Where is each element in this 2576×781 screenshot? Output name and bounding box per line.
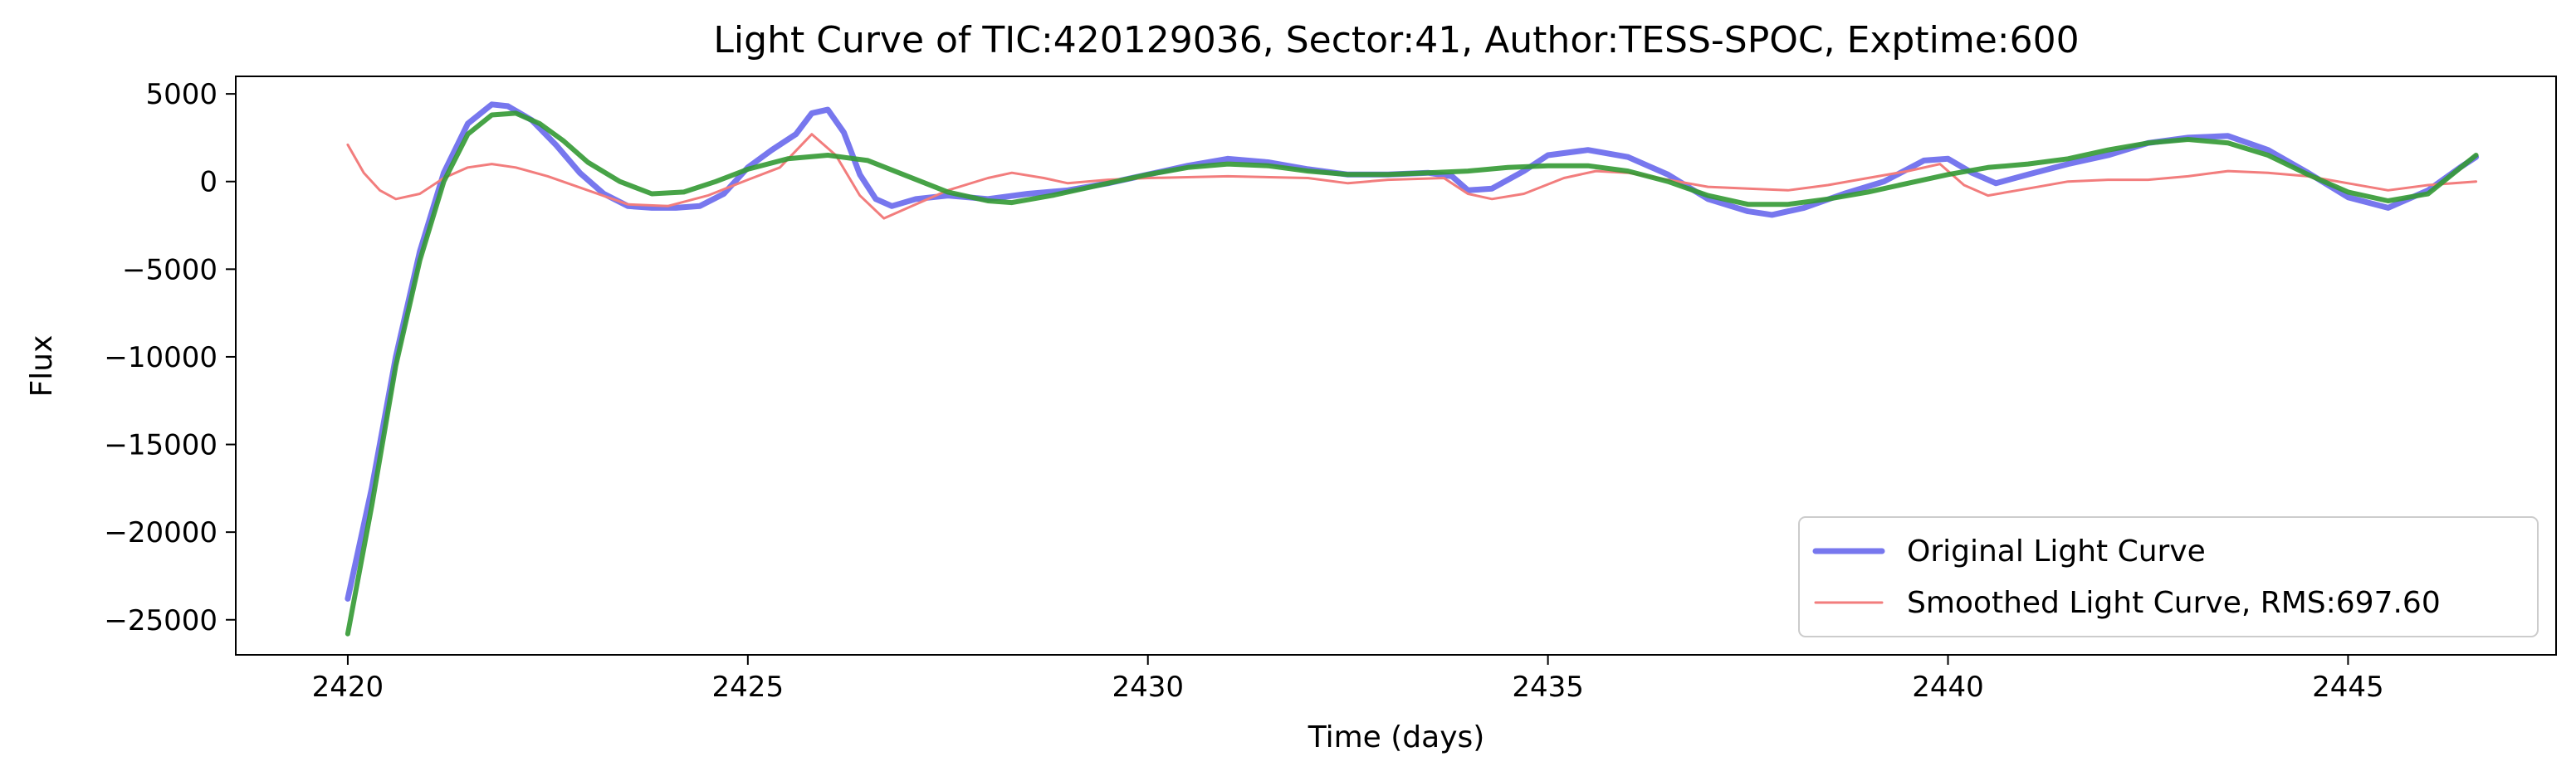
plot-frame (235, 76, 2557, 656)
x-tick-label: 2430 (1112, 671, 1184, 704)
y-tick-label: −15000 (104, 429, 218, 462)
x-tick-label: 2445 (2312, 671, 2384, 704)
series-line-3 (345, 110, 2479, 637)
legend-box (1798, 516, 2539, 637)
series-line-2 (346, 133, 2478, 220)
legend-entry: Smoothed Light Curve, RMS:697.60 (1907, 586, 2441, 620)
x-axis: 2420 2425 2430 2435 2440 2445 (312, 655, 2384, 704)
y-tick-label: 5000 (145, 78, 218, 111)
y-tick-label: −25000 (104, 604, 218, 637)
x-tick-label: 2440 (1912, 671, 1984, 704)
y-tick-label: 0 (199, 166, 218, 199)
x-tick-label: 2435 (1512, 671, 1584, 704)
y-axis: 5000 0 −5000 −10000 −15000 −20000 −25000 (104, 78, 236, 637)
y-tick-label: −20000 (104, 516, 218, 549)
legend-entry: Original Light Curve (1907, 534, 2206, 569)
y-tick-label: −5000 (122, 253, 218, 286)
legend: Original Light Curve Smoothed Light Curve… (1798, 516, 2539, 637)
y-axis-title: Flux (25, 335, 59, 398)
y-tick-label: −10000 (104, 341, 218, 374)
x-tick-label: 2425 (712, 671, 785, 704)
x-tick-label: 2420 (312, 671, 384, 704)
x-axis-title: Time (days) (1308, 720, 1485, 754)
chart-title: Light Curve of TIC:420129036, Sector:41,… (713, 19, 2079, 61)
